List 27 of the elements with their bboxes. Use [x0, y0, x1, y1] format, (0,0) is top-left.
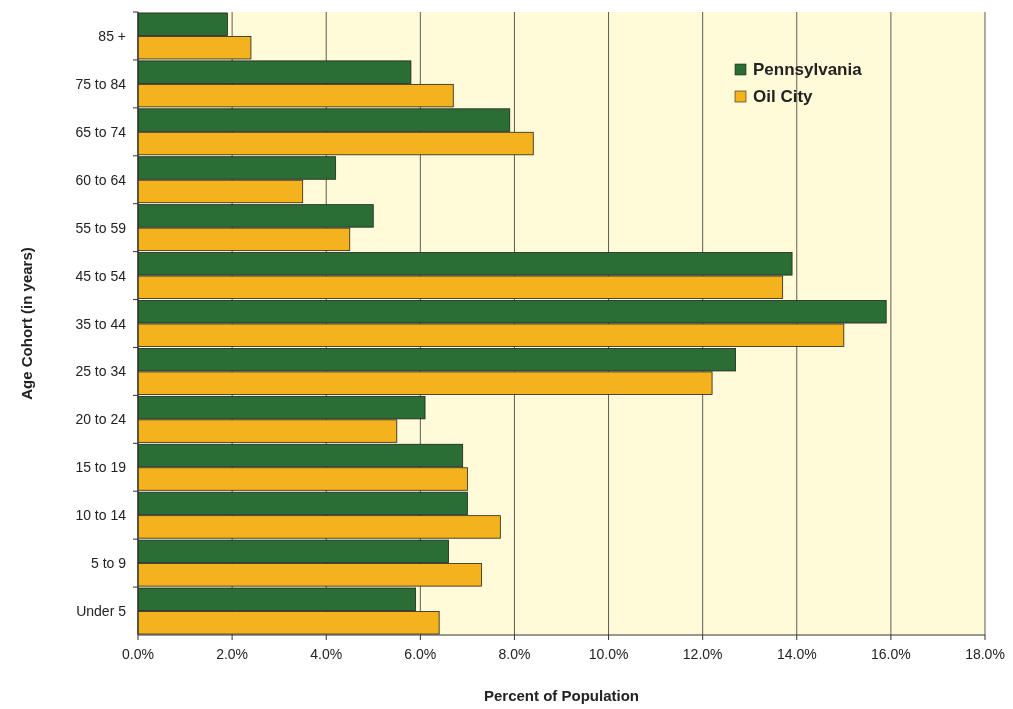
legend-label: Pennsylvania: [753, 60, 863, 79]
x-axis-title: Percent of Population: [483, 687, 640, 704]
y-tick-label: 10 to 14: [75, 507, 127, 524]
y-tick-label: 75 to 84: [75, 75, 127, 92]
x-tick-label: 0.0%: [122, 646, 154, 662]
x-tick-label: 14.0%: [776, 646, 817, 662]
y-tick-label: Under 5: [76, 603, 127, 620]
x-tick-label: 4.0%: [310, 646, 343, 662]
x-tick-label: 8.0%: [498, 646, 531, 662]
y-tick-label: 5 to 9: [90, 555, 127, 572]
x-tick-label: 10.0%: [588, 646, 629, 662]
x-tick-label: 18.0%: [965, 646, 1005, 662]
y-axis-title: Age Cohort (in years): [18, 247, 35, 400]
y-tick-label: 55 to 59: [75, 219, 127, 236]
y-tick-label: 45 to 54: [75, 267, 127, 284]
legend-label: Oil City: [753, 87, 814, 106]
x-tick-label: 6.0%: [404, 646, 437, 662]
y-tick-label: 20 to 24: [75, 411, 127, 428]
x-tick-label: 2.0%: [216, 646, 249, 662]
y-tick-label: 25 to 34: [75, 363, 127, 380]
x-tick-label: 12.0%: [682, 646, 723, 662]
x-tick-label: 16.0%: [871, 646, 911, 662]
y-tick-label: 35 to 44: [75, 315, 127, 332]
y-tick-label: 65 to 74: [75, 123, 127, 140]
y-tick-label: 85 +: [98, 27, 126, 44]
y-tick-label: 15 to 19: [75, 459, 127, 476]
y-tick-label: 60 to 64: [75, 171, 127, 188]
